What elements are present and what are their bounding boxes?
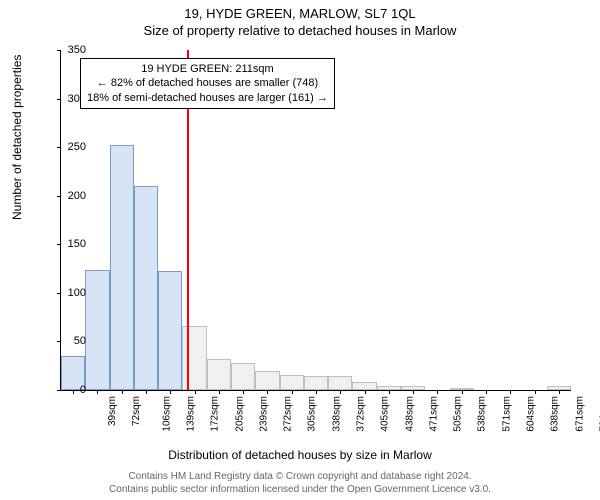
ytick-label: 350 bbox=[46, 44, 86, 56]
xtick-label: 571sqm bbox=[501, 396, 512, 432]
ytick-label: 100 bbox=[46, 287, 86, 299]
xtick-label: 172sqm bbox=[210, 396, 221, 432]
x-axis-label: Distribution of detached houses by size … bbox=[0, 448, 600, 462]
xtick-label: 505sqm bbox=[453, 396, 464, 432]
xtick-mark bbox=[340, 390, 341, 394]
xtick-label: 139sqm bbox=[186, 396, 197, 432]
xtick-mark bbox=[559, 390, 560, 394]
xtick-label: 305sqm bbox=[307, 396, 318, 432]
xtick-mark bbox=[267, 390, 268, 394]
xtick-mark bbox=[535, 390, 536, 394]
ytick-label: 50 bbox=[46, 335, 86, 347]
xtick-label: 671sqm bbox=[574, 396, 585, 432]
xtick-mark bbox=[510, 390, 511, 394]
xtick-label: 538sqm bbox=[477, 396, 488, 432]
histogram-bar bbox=[255, 371, 279, 390]
xtick-label: 338sqm bbox=[331, 396, 342, 432]
histogram-bar bbox=[280, 375, 304, 390]
ytick-label: 200 bbox=[46, 190, 86, 202]
xtick-label: 638sqm bbox=[550, 396, 561, 432]
annotation-box: 19 HYDE GREEN: 211sqm← 82% of detached h… bbox=[80, 58, 335, 109]
xtick-mark bbox=[219, 390, 220, 394]
y-axis-label: Number of detached properties bbox=[10, 55, 24, 220]
title-address: 19, HYDE GREEN, MARLOW, SL7 1QL bbox=[0, 0, 600, 21]
xtick-mark bbox=[486, 390, 487, 394]
xtick-label: 272sqm bbox=[283, 396, 294, 432]
xtick-label: 405sqm bbox=[380, 396, 391, 432]
histogram-bar bbox=[352, 382, 376, 390]
xtick-mark bbox=[170, 390, 171, 394]
histogram-bar bbox=[207, 359, 231, 390]
histogram-bar bbox=[304, 376, 328, 390]
footer-line1: Contains HM Land Registry data © Crown c… bbox=[0, 470, 600, 483]
xtick-label: 106sqm bbox=[161, 396, 172, 432]
xtick-mark bbox=[97, 390, 98, 394]
xtick-mark bbox=[243, 390, 244, 394]
xtick-label: 604sqm bbox=[526, 396, 537, 432]
xtick-mark bbox=[316, 390, 317, 394]
annotation-line2: ← 82% of detached houses are smaller (74… bbox=[87, 76, 328, 90]
xtick-label: 438sqm bbox=[404, 396, 415, 432]
ytick-label: 250 bbox=[46, 141, 86, 153]
xtick-mark bbox=[292, 390, 293, 394]
xtick-label: 372sqm bbox=[356, 396, 367, 432]
annotation-line3: 18% of semi-detached houses are larger (… bbox=[87, 91, 328, 105]
annotation-line1: 19 HYDE GREEN: 211sqm bbox=[87, 62, 328, 76]
xtick-mark bbox=[413, 390, 414, 394]
xtick-mark bbox=[437, 390, 438, 394]
xtick-label: 471sqm bbox=[428, 396, 439, 432]
xtick-mark bbox=[462, 390, 463, 394]
xtick-label: 239sqm bbox=[258, 396, 269, 432]
footer-line2: Contains public sector information licen… bbox=[0, 483, 600, 496]
xtick-mark bbox=[389, 390, 390, 394]
xtick-label: 72sqm bbox=[131, 396, 142, 426]
histogram-bar bbox=[110, 145, 134, 390]
xtick-mark bbox=[146, 390, 147, 394]
xtick-mark bbox=[195, 390, 196, 394]
histogram-bar bbox=[158, 271, 182, 390]
footer-attribution: Contains HM Land Registry data © Crown c… bbox=[0, 470, 600, 496]
xtick-label: 39sqm bbox=[107, 396, 118, 426]
ytick-label: 0 bbox=[46, 384, 86, 396]
histogram-bar bbox=[134, 186, 158, 390]
xtick-mark bbox=[122, 390, 123, 394]
histogram-bar bbox=[231, 363, 255, 390]
histogram-bar bbox=[85, 270, 109, 390]
histogram-bar bbox=[328, 376, 352, 390]
xtick-mark bbox=[365, 390, 366, 394]
chart-container: 19, HYDE GREEN, MARLOW, SL7 1QL Size of … bbox=[0, 0, 600, 500]
title-subtitle: Size of property relative to detached ho… bbox=[0, 21, 600, 38]
xtick-label: 205sqm bbox=[234, 396, 245, 432]
ytick-label: 150 bbox=[46, 238, 86, 250]
